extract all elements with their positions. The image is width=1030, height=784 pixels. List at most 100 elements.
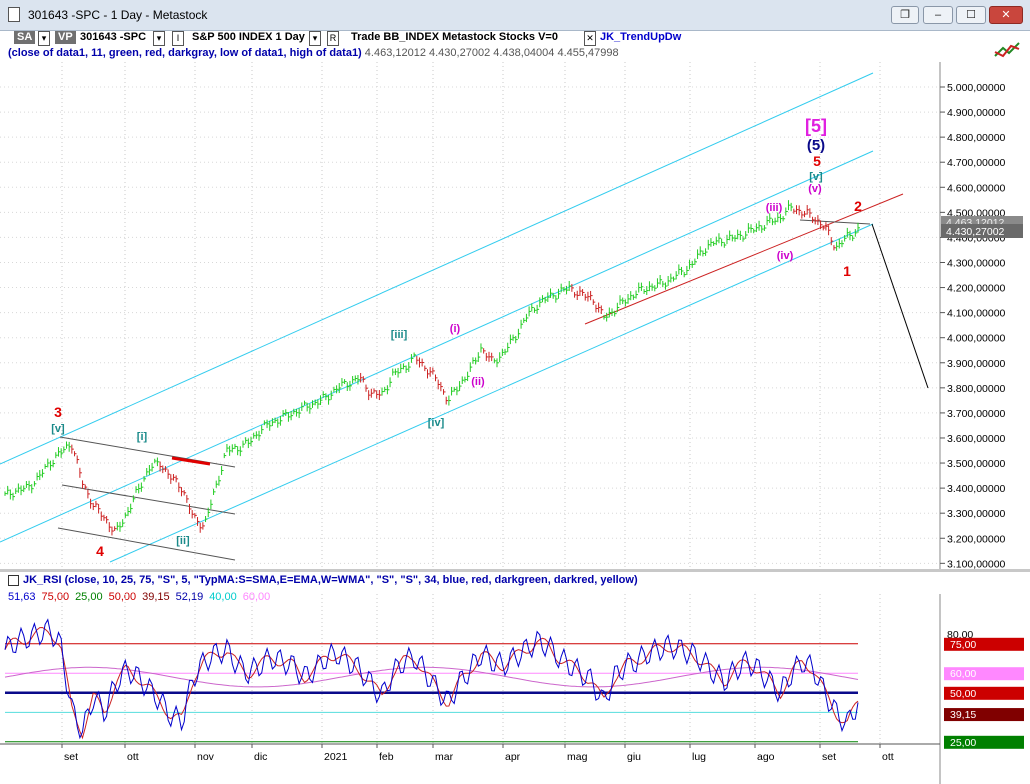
wedge-top-line: [799, 219, 871, 225]
x-tick-label: ott: [882, 751, 894, 763]
rsi-value: 40,00: [209, 591, 237, 603]
wave-label: [iv]: [428, 417, 445, 429]
y-tick-label: 4.300,00000: [947, 257, 1006, 269]
wave-label: (iv): [777, 250, 794, 262]
rsi-value: 50,00: [108, 591, 137, 603]
r-button[interactable]: R: [327, 31, 339, 46]
wave-label: [5]: [805, 116, 827, 136]
y-tick-label: 4.000,00000: [947, 333, 1006, 345]
maximize-button[interactable]: ☐: [956, 6, 986, 24]
instrument-dropdown-icon[interactable]: ▾: [309, 31, 321, 46]
indicator-name: JK_TrendUpDw: [600, 31, 682, 43]
window-title: 301643 -SPC - 1 Day - Metastock: [28, 8, 208, 22]
wave-label: 4: [96, 543, 104, 559]
y-tick-label: 4.600,00000: [947, 182, 1006, 194]
wave-label: (i): [450, 323, 461, 335]
x-tick-label: 2021: [324, 751, 348, 763]
x-tick-label: apr: [505, 751, 521, 763]
y-tick-label: 3.200,00000: [947, 533, 1006, 545]
wave-label: (v): [808, 183, 822, 195]
y-tick-label: 5.000,00000: [947, 82, 1006, 94]
x-tick-label: ago: [757, 751, 775, 763]
i-button[interactable]: I: [172, 31, 184, 46]
last-price-box: [941, 224, 1023, 238]
indicator-toggle-icon[interactable]: ✕: [584, 31, 596, 46]
title-bar[interactable]: 301643 -SPC - 1 Day - Metastock ❐ ‒ ☐ ✕: [0, 0, 1030, 31]
sa-button[interactable]: SA: [14, 31, 36, 44]
rsi-level-label: 50,00: [950, 688, 976, 700]
instrument-label: S&P 500 INDEX 1 Day: [192, 31, 305, 43]
close-button[interactable]: ✕: [989, 6, 1023, 24]
wave-label: [ii]: [176, 535, 190, 547]
rsi-level-box: [944, 637, 1024, 651]
resistance-segment: [171, 456, 211, 466]
rsi-values: 51,63 75,00 25,00 50,00 39,15 52,19 40,00 60,00: [8, 591, 276, 603]
rsi-level-box: [944, 708, 1024, 722]
drawing-tools-icon[interactable]: [993, 40, 1023, 60]
sa-dropdown-icon[interactable]: ▾: [38, 31, 50, 46]
y-tick-label: 4.800,00000: [947, 132, 1006, 144]
wave-label: 5: [813, 153, 821, 169]
y-tick-label: 3.100,00000: [947, 558, 1006, 569]
x-tick-label: nov: [197, 751, 215, 763]
rsi-value: 39,15: [142, 591, 170, 603]
restore-button[interactable]: ❐: [891, 6, 919, 24]
rsi-formula: JK_RSI (close, 10, 25, 75, "S", 5, "TypM…: [23, 574, 638, 586]
y-tick-label: 4.900,00000: [947, 107, 1006, 119]
symbol-label: 301643 -SPC: [80, 31, 147, 43]
y-tick-label: 3.300,00000: [947, 508, 1006, 520]
rsi-value: 25,00: [75, 591, 103, 603]
x-tick-label: set: [822, 751, 836, 763]
y-tick-label: 3.400,00000: [947, 483, 1006, 495]
last-price-label: 4.430,27002: [946, 226, 1005, 238]
wave-label: (ii): [471, 376, 485, 388]
x-tick-label: ott: [127, 751, 139, 763]
rsi-level-box: [944, 735, 1024, 749]
rsi-level-box: [944, 686, 1024, 700]
wave-label: (iii): [766, 202, 783, 214]
y-tick-label: 4.200,00000: [947, 283, 1006, 295]
rsi-signal-line: [4, 626, 859, 740]
price-bars: [4, 200, 860, 536]
y-tick-label: 3.700,00000: [947, 408, 1006, 420]
upper-channel-line: [0, 72, 874, 465]
minimize-button[interactable]: ‒: [923, 6, 953, 24]
symbol-dropdown-icon[interactable]: ▾: [153, 31, 165, 46]
rsi-level-label: 25,00: [950, 737, 976, 749]
wave-label: 3: [54, 404, 62, 420]
x-tick-label: dic: [254, 751, 267, 763]
formula-text: (close of data1, 11, green, red, darkgra…: [8, 47, 362, 59]
y-tick-label: 3.900,00000: [947, 358, 1006, 370]
wave-label: 1: [843, 263, 851, 279]
x-tick-label: set: [64, 751, 78, 763]
x-tick-label: lug: [692, 751, 706, 763]
y-tick-label: 4.700,00000: [947, 157, 1006, 169]
y-tick-label: 3.500,00000: [947, 458, 1006, 470]
rsi-header: JK_RSI (close, 10, 25, 75, "S", 5, "TypM…: [8, 574, 638, 586]
projection-line: [871, 223, 929, 389]
rsi-value: 60,00: [242, 591, 271, 603]
data-source-info: Trade BB_INDEX Metastock Stocks V=0: [351, 31, 558, 43]
rsi-level-label: 75,00: [950, 639, 976, 651]
price-chart[interactable]: 5.000,00000 4.900,00000 4.800,00000 4.700,0…: [0, 62, 1030, 569]
document-icon: [8, 7, 20, 22]
rsi-toggle-icon[interactable]: [8, 574, 19, 586]
wave-label: [iii]: [391, 329, 408, 341]
lower-channel-line: [109, 223, 874, 563]
y-tick-label: 3.800,00000: [947, 383, 1006, 395]
rsi-level-label: 60,00: [950, 668, 976, 680]
wave-label: 2: [854, 198, 862, 214]
wedge-line-mid: [61, 484, 236, 515]
x-tick-label: feb: [379, 751, 394, 763]
price-status-line: (close of data1, 11, green, red, darkgra…: [8, 47, 619, 60]
wave-label: [v]: [809, 171, 823, 183]
y-tick-label: 4.100,00000: [947, 308, 1006, 320]
wedge-line-lower: [57, 527, 236, 561]
y-tick-label: 3.600,00000: [947, 433, 1006, 445]
vp-button[interactable]: VP: [55, 31, 76, 44]
rsi-line: [4, 618, 859, 740]
pane-divider[interactable]: [0, 569, 1030, 572]
wave-label: [v]: [51, 423, 65, 435]
